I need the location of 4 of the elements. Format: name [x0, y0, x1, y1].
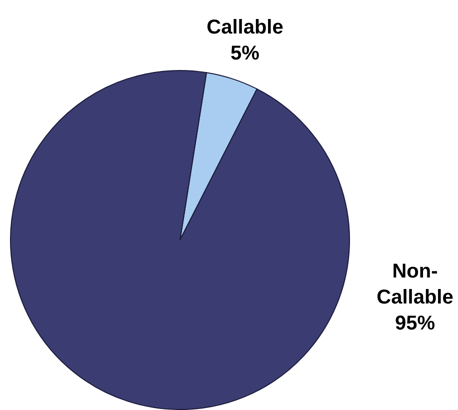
data-label: 5% — [230, 42, 260, 65]
data-label: 95% — [394, 312, 436, 335]
slice-label: Non-Callable — [376, 260, 454, 309]
slice-label: Callable — [206, 16, 284, 39]
